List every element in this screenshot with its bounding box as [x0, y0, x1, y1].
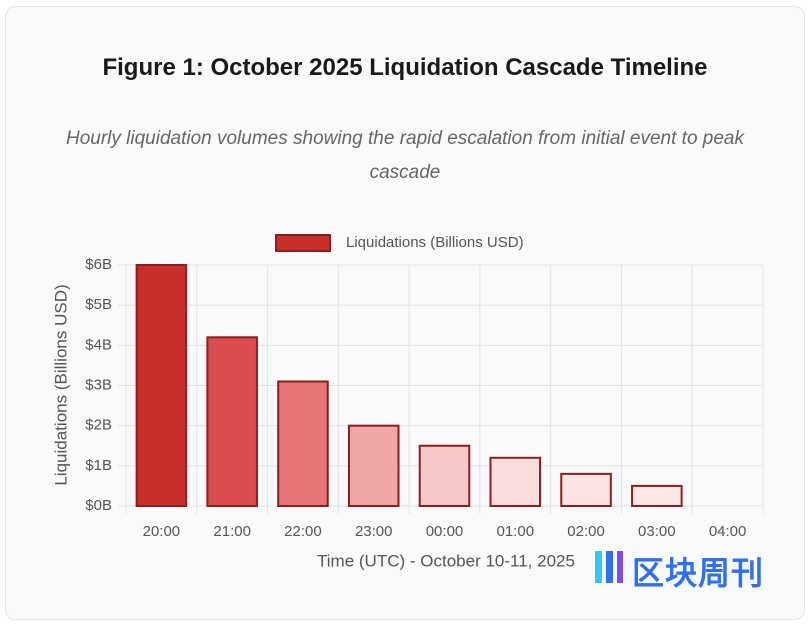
watermark-logo: [595, 551, 623, 583]
x-tick-label: 21:00: [213, 523, 251, 540]
bar: [418, 444, 471, 507]
x-tick-label: 20:00: [143, 523, 181, 540]
y-tick-label: $2B: [85, 417, 112, 434]
y-tick-label: $4B: [85, 336, 112, 353]
x-tick-label: 23:00: [355, 523, 393, 540]
y-tick-label: $5B: [85, 296, 112, 313]
legend-swatch: [275, 234, 331, 252]
y-axis-title: Liquidations (Billions USD): [51, 284, 70, 485]
chart-title: Figure 1: October 2025 Liquidation Casca…: [102, 54, 708, 81]
y-tick-label: $1B: [85, 457, 112, 474]
bar: [277, 380, 329, 508]
bar: [135, 264, 188, 507]
watermark: 区块周刊: [632, 555, 765, 591]
bar: [347, 424, 400, 507]
x-axis-title: Time (UTC) - October 10-11, 2025: [317, 551, 575, 570]
y-tick-label: $6B: [85, 256, 112, 273]
y-tick-label: $0B: [85, 497, 112, 514]
y-tick-label: $3B: [85, 376, 112, 393]
x-tick-label: 04:00: [709, 523, 747, 540]
bar: [631, 484, 683, 507]
x-tick-label: 03:00: [638, 523, 676, 540]
bar: [560, 472, 612, 508]
x-tick-label: 00:00: [426, 523, 464, 540]
bar: [206, 336, 258, 507]
x-tick-label: 02:00: [567, 523, 605, 540]
x-tick-label: 22:00: [284, 523, 322, 540]
bar: [489, 456, 542, 507]
chart-subtitle: Hourly liquidation volumes showing the r…: [65, 128, 745, 183]
x-tick-label: 01:00: [497, 523, 535, 540]
legend-label: Liquidations (Billions USD): [346, 234, 524, 251]
